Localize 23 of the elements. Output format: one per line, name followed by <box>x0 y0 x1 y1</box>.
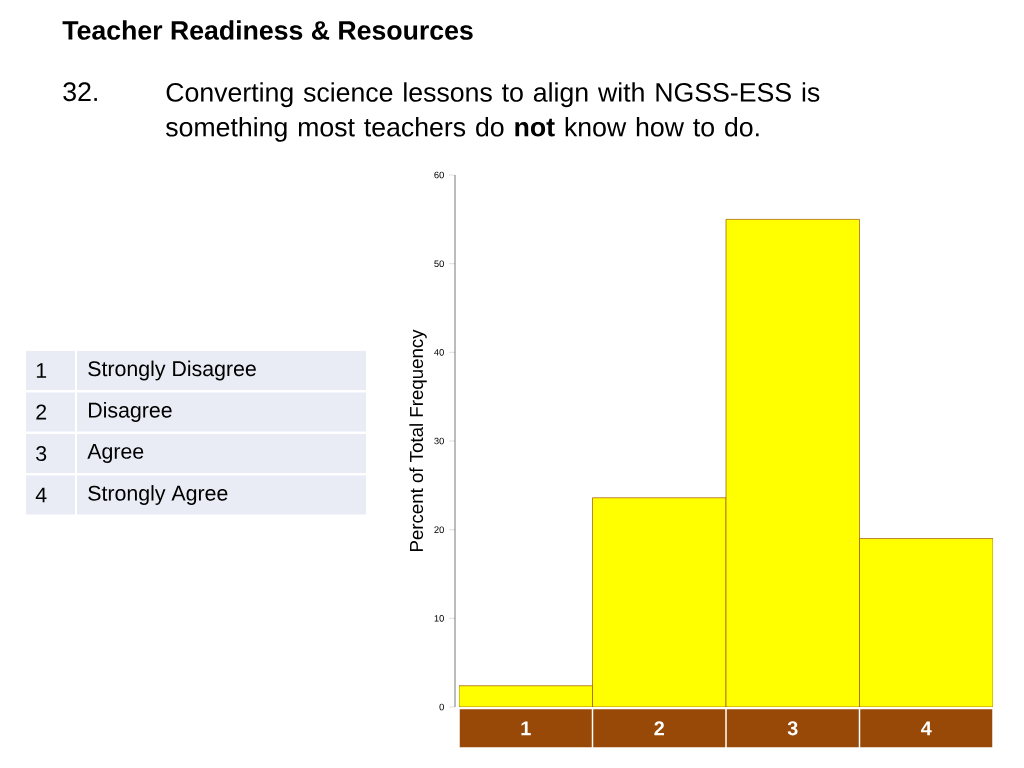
x-tick-label: 1 <box>521 721 531 736</box>
text: 1 <box>36 363 47 378</box>
y-axis-title: Percent of Total Frequency <box>409 329 427 552</box>
y-tick-label: 30 <box>434 437 444 445</box>
y-tick-label: 60 <box>434 171 444 179</box>
text: Strongly Disagree <box>88 360 256 381</box>
text: 3 <box>36 445 47 462</box>
y-tick-label: 10 <box>434 615 444 622</box>
text: 32. <box>63 82 97 102</box>
text: Agree <box>87 443 144 464</box>
y-tick-label: 50 <box>434 260 444 267</box>
x-tick-label: 3 <box>787 721 798 736</box>
chart-title: Teacher Readiness & Resources <box>62 20 473 40</box>
y-tick-label: 20 <box>434 526 444 533</box>
text: Disagree <box>89 402 172 422</box>
text: 4 <box>35 487 47 503</box>
y-tick-label: 40 <box>434 349 444 356</box>
x-tick-label: 2 <box>654 721 664 736</box>
y-tick-label: 0 <box>439 703 444 711</box>
text: 2 <box>36 404 47 420</box>
text: Strongly Agree <box>88 485 228 505</box>
chart-subtitle: Converting science lessons to align with NGSS-ESS is something most teachers do not know how to do. <box>166 82 820 142</box>
x-tick-label: 4 <box>920 721 932 736</box>
